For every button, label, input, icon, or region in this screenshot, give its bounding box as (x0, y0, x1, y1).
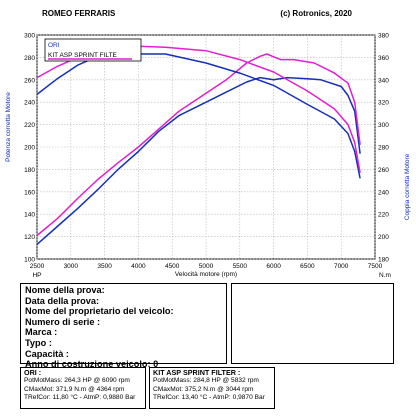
y-left-tick-label: 280 (24, 55, 35, 62)
x-tick-label: 3000 (64, 263, 79, 270)
info-line: Capacità : (25, 348, 69, 359)
y-right-tick-label: 180 (378, 257, 389, 264)
result-torque: CMaxMot: 371,9 N.m @ 4364 rpm (24, 385, 125, 393)
x-tick-label: 6500 (300, 263, 315, 270)
x-axis-label: Velocità motore (rpm) (175, 271, 237, 278)
x-tick-label: 7500 (368, 263, 383, 270)
y-right-tick-label: 280 (378, 145, 389, 152)
x-tick-label: 3500 (97, 263, 112, 270)
x-tick-label: 4500 (165, 263, 180, 270)
x-tick-label: 6000 (266, 263, 281, 270)
result-conditions: TRefCor: 13,40 °C - AtmP: 0,9870 Bar (153, 393, 265, 401)
info-line: Data della prova: (25, 295, 100, 306)
y-right-tick-label: 340 (378, 77, 389, 84)
x-unit-label: HP (32, 272, 41, 279)
y-right-tick-label: 320 (378, 100, 389, 107)
chart-series (36, 45, 361, 245)
result-title: KIT ASP SPRINT FILTER : (153, 368, 241, 377)
x-tick-label: 7000 (334, 263, 349, 270)
test-info-panel: Nome della prova: Data della prova: Nome d… (20, 283, 227, 369)
x-tick-label: 5000 (199, 263, 214, 270)
info-line: Marca : (25, 327, 58, 338)
y-left-tick-label: 160 (24, 189, 35, 196)
info-line: Nome del proprietario del veicolo: (25, 306, 174, 317)
y-right-tick-label: 240 (378, 189, 389, 196)
result-power: PotMotMass: 284,8 HP @ 5832 rpm (153, 377, 259, 385)
y-right-tick-label: 220 (378, 212, 389, 219)
result-conditions: TRefCor: 11,80 °C - AtmP: 0,9880 Bar (24, 393, 136, 401)
x-tick-label: 4000 (131, 263, 146, 270)
y-left-tick-label: 100 (24, 257, 35, 264)
chart-grid (36, 34, 376, 260)
y-left-tick-label: 120 (24, 234, 35, 241)
result-torque: CMaxMot: 375,2 N.m @ 3044 rpm (153, 385, 254, 393)
y-left-tick-label: 260 (24, 77, 35, 84)
chart-axes: 100 120 140 160 180 200 220 240 260 280 300 180 200 2… (5, 33, 411, 280)
y-left-tick-label: 240 (24, 100, 35, 107)
chart-legend: ORI KIT ASP SPRINT FILTE (44, 38, 142, 62)
y-right-tick-label: 260 (378, 167, 389, 174)
result-box-kit: KIT ASP SPRINT FILTER : PotMotMass: 284,… (149, 367, 275, 409)
y-right-axis-label: Coppia corretta Motore (404, 153, 411, 220)
y-right-tick-label: 360 (378, 55, 389, 62)
result-title: ORI : (24, 368, 42, 377)
y-left-tick-label: 140 (24, 212, 35, 219)
copyright: (c) Rotronics, 2020 (280, 9, 352, 18)
right-unit-label: N.m (379, 272, 391, 279)
legend-entry-kit: KIT ASP SPRINT FILTE (48, 52, 118, 59)
dyno-chart: ROMEO FERRARIS (c) Rotronics, 2020 100 12… (5, 9, 411, 280)
vehicle-title: ROMEO FERRARIS (42, 9, 116, 18)
legend-entry-ori: ORI (48, 42, 60, 49)
y-left-tick-label: 300 (24, 33, 35, 40)
info-line: Nome della prova: (25, 285, 105, 295)
blank-panel (231, 283, 394, 364)
y-left-axis-label: Potenza corretta Motore (5, 92, 12, 162)
info-line: Anno di costruzione veicolo: 0 (25, 359, 159, 370)
y-right-tick-label: 380 (378, 33, 389, 40)
y-right-tick-label: 200 (378, 234, 389, 241)
info-line: Numero di serie : (25, 316, 101, 327)
y-right-tick-label: 300 (378, 122, 389, 129)
result-power: PotMotMass: 264,3 HP @ 6090 rpm (24, 377, 130, 385)
series-line-power-ori (36, 76, 361, 245)
info-line: Typo : (25, 337, 52, 348)
legend-box (44, 38, 142, 62)
result-box-ori: ORI : PotMotMass: 264,3 HP @ 6090 rpm CM… (20, 367, 146, 409)
y-left-tick-label: 200 (24, 145, 35, 152)
series-line-torque-ori (36, 52, 361, 179)
y-left-tick-label: 220 (24, 122, 35, 129)
y-left-tick-label: 180 (24, 167, 35, 174)
x-tick-label: 5500 (233, 263, 248, 270)
x-tick-label: 2500 (30, 263, 45, 270)
